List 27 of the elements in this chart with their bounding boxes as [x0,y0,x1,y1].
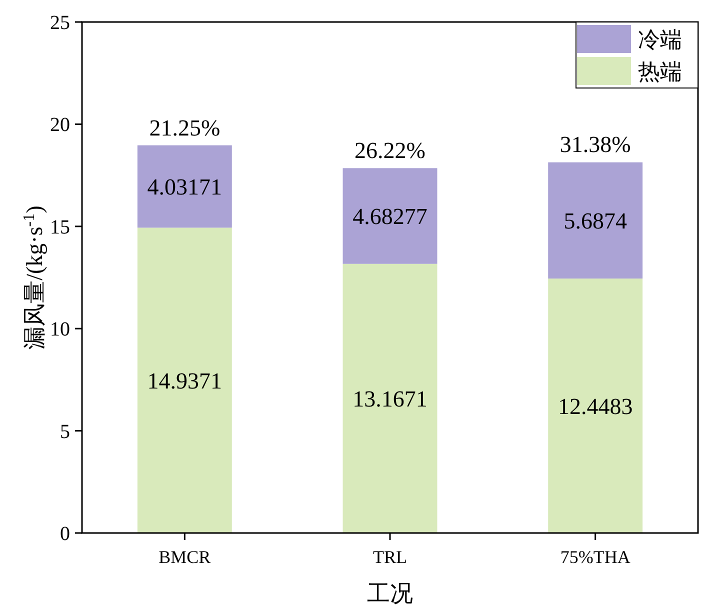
data-label: 4.68277 [352,204,428,230]
bar [548,278,643,533]
x-tick-label: TRL [373,547,407,567]
annotation: 26.22% [354,138,426,164]
data-label: 14.9371 [147,368,222,394]
data-label: 4.03171 [147,174,222,200]
data-label: 13.1671 [352,386,428,412]
x-axis-title: 工况 [367,581,413,605]
y-tick-label: 10 [50,318,70,341]
y-tick-label: 20 [50,114,70,136]
bar [137,228,232,533]
legend-label: 冷端 [638,27,682,52]
y-tick-label: 0 [60,523,70,545]
x-tick-label: BMCR [158,547,211,567]
bar [548,162,643,279]
annotation: 31.38% [560,132,631,158]
data-label: 12.4483 [558,394,633,419]
data-label: 5.6874 [564,208,628,234]
y-tick-label: 15 [50,216,70,238]
y-tick-label: 5 [60,420,70,443]
legend-label: 热端 [638,59,682,84]
x-tick-label: 75%THA [560,547,630,567]
y-tick-label: 25 [50,12,70,34]
bar [342,264,438,533]
bar [342,168,438,264]
bar [137,145,232,228]
annotation: 21.25% [149,115,220,140]
